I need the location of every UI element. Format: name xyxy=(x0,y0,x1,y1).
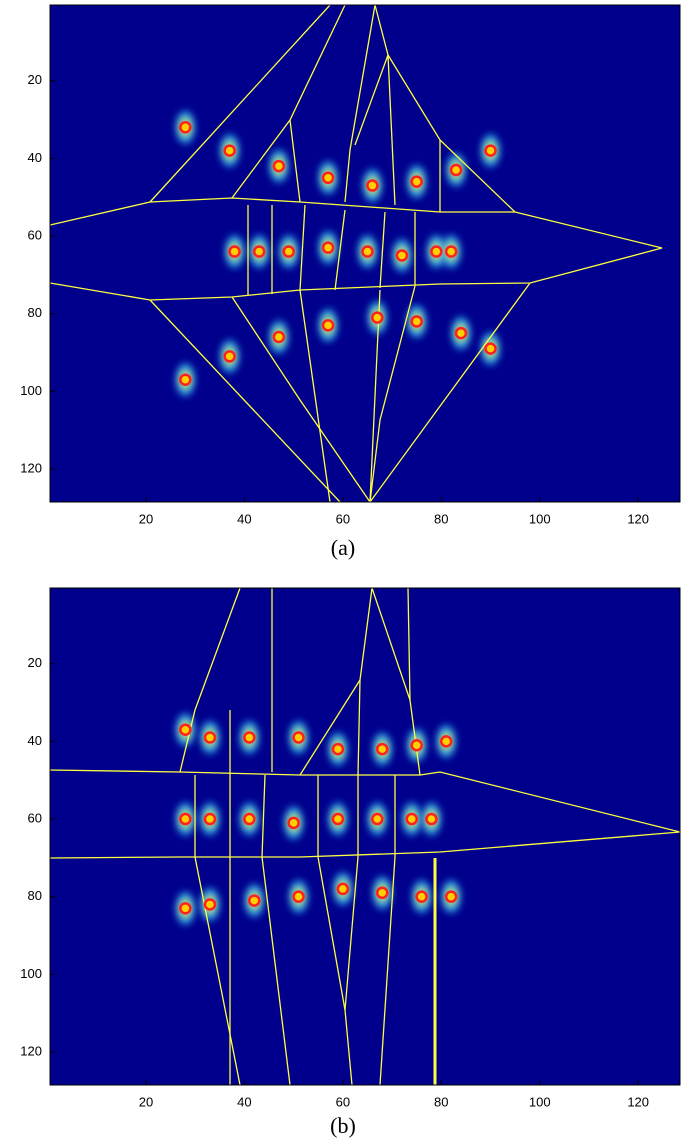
point xyxy=(412,316,422,326)
y-tick-label: 80 xyxy=(28,305,42,320)
point xyxy=(180,903,190,913)
point xyxy=(333,744,343,754)
y-tick-label: 40 xyxy=(28,733,42,748)
point xyxy=(244,814,254,824)
point xyxy=(456,328,466,338)
point xyxy=(333,814,343,824)
point xyxy=(412,740,422,750)
point xyxy=(486,146,496,156)
y-tick-label: 120 xyxy=(20,1043,42,1058)
point xyxy=(294,892,304,902)
point xyxy=(367,181,377,191)
caption: (a) xyxy=(331,535,355,560)
y-tick-label: 80 xyxy=(28,888,42,903)
x-tick-label: 100 xyxy=(529,511,551,526)
x-tick-label: 80 xyxy=(434,511,448,526)
point xyxy=(323,320,333,330)
x-tick-label: 60 xyxy=(336,511,350,526)
x-tick-label: 40 xyxy=(237,511,251,526)
point xyxy=(377,888,387,898)
point xyxy=(407,814,417,824)
point xyxy=(180,375,190,385)
figure: 20 40 60 80 100 120 20 40 60 80 100 120 (a) 20 40 60 80 1… xyxy=(0,0,685,1147)
point xyxy=(205,899,215,909)
point xyxy=(417,892,427,902)
point xyxy=(451,165,461,175)
point xyxy=(274,332,284,342)
x-tick-label: 20 xyxy=(139,1094,153,1109)
caption: (b) xyxy=(330,1113,356,1138)
plot-area xyxy=(50,588,680,1085)
point xyxy=(289,818,299,828)
point xyxy=(244,732,254,742)
y-tick-label: 40 xyxy=(28,150,42,165)
point xyxy=(426,814,436,824)
x-tick-label: 120 xyxy=(627,1094,649,1109)
y-tick-label: 20 xyxy=(28,655,42,670)
x-tick-label: 100 xyxy=(529,1094,551,1109)
point xyxy=(486,344,496,354)
point xyxy=(446,892,456,902)
point xyxy=(377,744,387,754)
point xyxy=(274,161,284,171)
x-tick-label: 80 xyxy=(434,1094,448,1109)
point xyxy=(397,250,407,260)
point xyxy=(180,814,190,824)
point xyxy=(225,146,235,156)
point xyxy=(180,122,190,132)
point xyxy=(431,247,441,257)
point xyxy=(249,896,259,906)
y-tick-label: 60 xyxy=(28,227,42,242)
point xyxy=(441,736,451,746)
point xyxy=(180,725,190,735)
y-tick-label: 120 xyxy=(20,460,42,475)
y-tick-label: 20 xyxy=(28,72,42,87)
y-tick-label: 100 xyxy=(20,966,42,981)
point xyxy=(254,247,264,257)
point xyxy=(372,313,382,323)
x-tick-label: 40 xyxy=(237,1094,251,1109)
point xyxy=(230,247,240,257)
point xyxy=(294,732,304,742)
point xyxy=(205,814,215,824)
point xyxy=(323,243,333,253)
x-tick-label: 20 xyxy=(139,511,153,526)
point xyxy=(225,351,235,361)
point xyxy=(362,247,372,257)
y-tick-label: 100 xyxy=(20,383,42,398)
point xyxy=(323,173,333,183)
point xyxy=(284,247,294,257)
y-tick-label: 60 xyxy=(28,810,42,825)
page: 20 40 60 80 100 120 20 40 60 80 100 120 (a) 20 40 60 80 1… xyxy=(0,0,685,1147)
point xyxy=(205,732,215,742)
x-tick-label: 60 xyxy=(336,1094,350,1109)
point xyxy=(372,814,382,824)
point xyxy=(338,884,348,894)
point xyxy=(412,177,422,187)
x-tick-label: 120 xyxy=(627,511,649,526)
point xyxy=(446,247,456,257)
